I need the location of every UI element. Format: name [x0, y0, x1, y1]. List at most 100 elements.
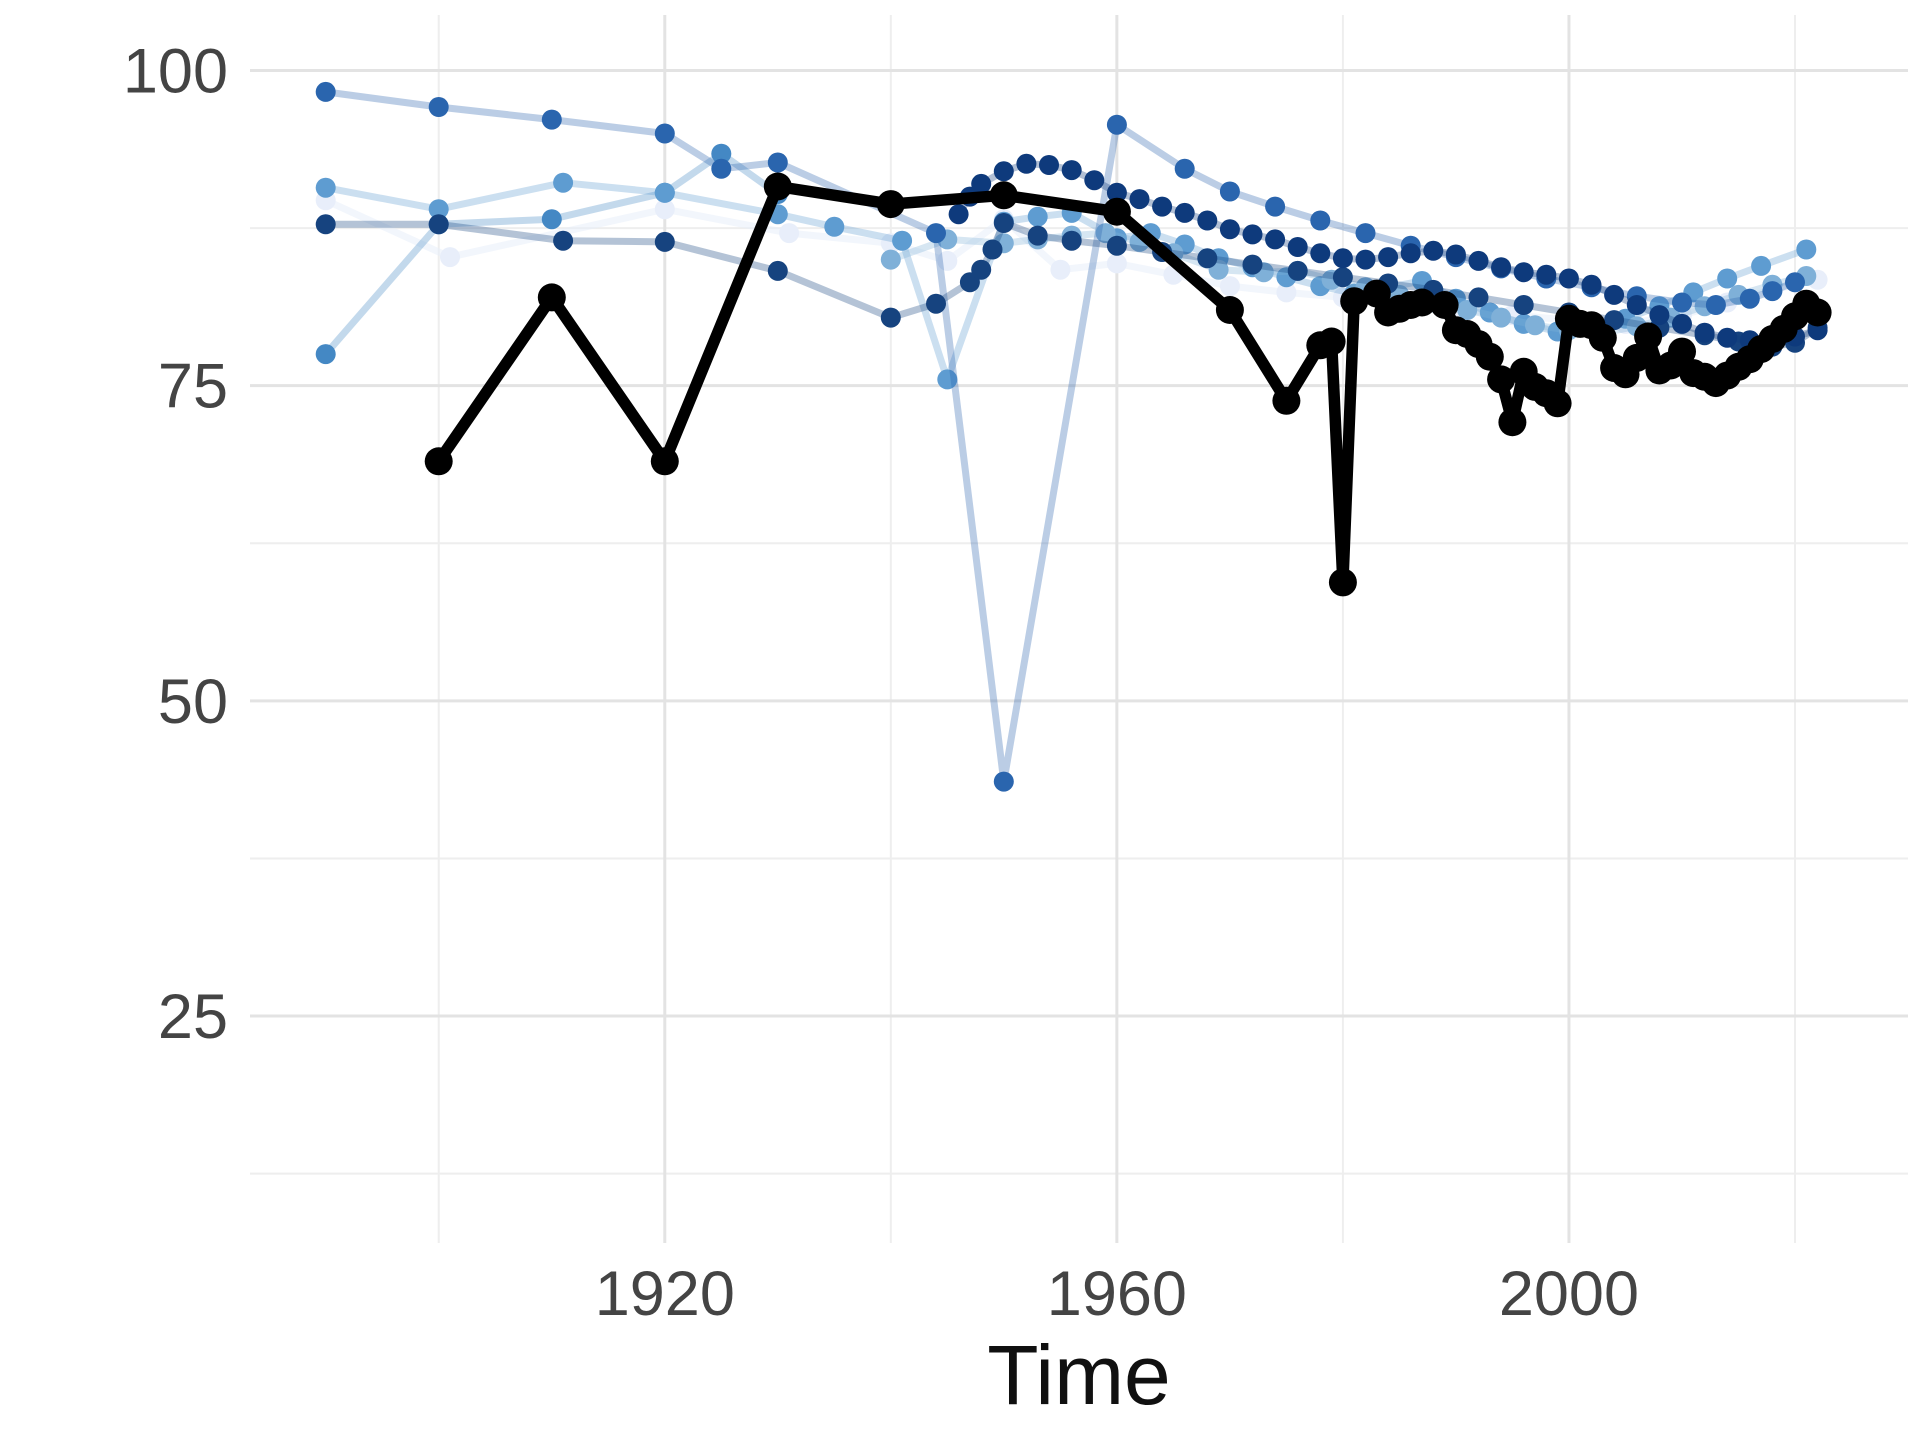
data-point-light-blue-country: [892, 230, 913, 251]
data-point-dark-navy-country-b: [1672, 313, 1692, 334]
data-point-dark-navy-country-b: [1536, 264, 1557, 285]
data-point-dark-navy-country-b: [1265, 229, 1286, 250]
data-point-medium-blue-crash-country: [1785, 272, 1805, 293]
data-point-dark-navy-country-b: [1287, 237, 1308, 257]
data-point-medium-blue-crash-country: [428, 97, 449, 117]
data-point-dark-navy-country-b: [1355, 249, 1376, 270]
data-point-highlighted-black-country: [876, 190, 905, 219]
data-point-medium-blue-crash-country: [1265, 196, 1286, 217]
data-point-dark-navy-country-b: [1423, 240, 1444, 261]
data-point-highlighted-black-country: [1498, 408, 1527, 437]
data-point-medium-blue-crash-country: [1705, 295, 1726, 315]
data-point-dark-navy-country-a: [971, 259, 992, 280]
data-point-dark-navy-country-a: [982, 239, 1003, 260]
data-point-dark-navy-country-a: [1061, 230, 1082, 251]
data-point-dark-navy-country-b: [971, 173, 992, 194]
data-point-dark-navy-country-b: [1197, 210, 1218, 231]
data-point-highlighted-black-country: [650, 447, 679, 476]
data-point-dark-navy-country-b: [1039, 155, 1059, 175]
data-point-medium-blue-crash-country: [993, 771, 1014, 792]
data-point-dark-navy-country-b: [1016, 153, 1037, 174]
data-point-highlighted-black-country: [989, 181, 1018, 210]
data-point-dark-navy-country-b: [1468, 250, 1489, 271]
data-point-light-blue-country: [1796, 239, 1817, 260]
series-line-dark-navy-country-b: [955, 160, 1822, 345]
data-point-dark-navy-country-a: [553, 230, 574, 251]
data-point-dark-navy-country-b: [1242, 224, 1263, 245]
data-point-highlighted-black-country: [1622, 343, 1651, 372]
data-point-medium-blue-crash-country: [1219, 181, 1240, 202]
data-point-lighter-blue-country: [880, 249, 901, 270]
data-point-dark-navy-country-b: [1310, 243, 1331, 264]
data-point-dark-navy-country-a: [315, 214, 336, 235]
data-point-highlighted-black-country: [763, 172, 792, 201]
data-point-highlighted-black-country: [1408, 288, 1436, 317]
data-point-light-blue-country: [428, 199, 449, 220]
data-point-medium-blue-crash-country: [1762, 281, 1783, 302]
data-point-dark-navy-country-b: [1513, 262, 1534, 283]
data-point-medium-blue-crash-country: [1174, 158, 1195, 179]
data-point-highlighted-black-country: [1543, 389, 1572, 418]
data-point-dark-navy-country-a: [1027, 225, 1048, 246]
data-point-pale-blue-country: [1276, 282, 1297, 303]
data-point-dark-navy-country-b: [1378, 247, 1399, 268]
data-point-dark-navy-country-a: [1197, 248, 1218, 269]
data-series: [315, 81, 1832, 792]
data-point-dark-navy-country-b: [993, 161, 1014, 182]
series-line-steel-blue-riser: [322, 150, 782, 358]
data-point-highlighted-black-country: [1803, 298, 1832, 327]
data-point-dark-navy-country-b: [1174, 202, 1195, 223]
data-point-medium-blue-crash-country: [1355, 223, 1376, 244]
series-highlighted-black-country: [424, 172, 1832, 597]
data-point-light-blue-country: [654, 182, 675, 203]
data-point-pale-blue-country: [937, 250, 958, 271]
data-point-dark-navy-country-b: [1152, 196, 1173, 217]
data-point-dark-navy-country-b: [1400, 243, 1421, 264]
data-point-medium-blue-crash-country: [654, 123, 675, 144]
data-point-highlighted-black-country: [1487, 365, 1516, 394]
data-point-medium-blue-crash-country: [1106, 114, 1127, 135]
data-point-pale-blue-country: [1106, 253, 1127, 274]
x-axis-title: Time: [987, 1328, 1171, 1422]
data-point-dark-navy-country-a: [1468, 287, 1489, 308]
data-point-dark-navy-country-b: [1558, 268, 1579, 289]
data-point-dark-navy-country-a: [1106, 235, 1127, 256]
data-point-dark-navy-country-b: [1491, 257, 1512, 278]
data-point-light-blue-country: [824, 216, 845, 237]
data-point-pale-blue-country: [1219, 276, 1240, 297]
data-point-medium-blue-crash-country: [711, 158, 732, 179]
data-point-dark-navy-country-a: [767, 260, 788, 281]
x-tick-label: 1920: [595, 1259, 735, 1329]
data-point-light-blue-country: [1717, 268, 1738, 289]
data-point-dark-navy-country-b: [1084, 170, 1105, 191]
x-tick-label: 1960: [1047, 1259, 1187, 1329]
data-point-dark-navy-country-a: [880, 307, 901, 328]
data-point-dark-navy-country-b: [1445, 244, 1466, 265]
data-point-dark-navy-country-a: [1287, 260, 1308, 281]
data-point-highlighted-black-country: [1317, 327, 1346, 356]
data-point-dark-navy-country-b: [1626, 295, 1647, 315]
x-axis-tick-labels: 1920 1960 2000: [595, 1259, 1639, 1329]
data-point-medium-blue-crash-country: [767, 152, 788, 173]
data-point-dark-navy-country-a: [1604, 310, 1625, 331]
data-point-highlighted-black-country: [1102, 197, 1131, 226]
data-point-light-blue-country: [937, 369, 958, 390]
data-point-dark-navy-country-b: [1129, 189, 1150, 210]
data-point-dark-navy-country-a: [1513, 295, 1534, 315]
data-point-dark-navy-country-a: [1332, 267, 1353, 288]
data-point-dark-navy-country-b: [948, 204, 969, 225]
data-point-dark-navy-country-a: [993, 213, 1014, 233]
data-point-highlighted-black-country: [1430, 291, 1459, 319]
data-point-dark-navy-country-b: [1717, 327, 1738, 348]
data-point-pale-blue-country: [1050, 259, 1071, 280]
data-point-medium-blue-crash-country: [1672, 292, 1692, 313]
data-point-highlighted-black-country: [537, 283, 566, 312]
data-point-highlighted-black-country: [1340, 287, 1369, 316]
data-point-dark-navy-country-a: [654, 231, 675, 252]
data-point-lighter-blue-country: [1491, 307, 1512, 328]
data-point-dark-navy-country-a: [1242, 254, 1263, 275]
x-tick-label: 2000: [1499, 1259, 1639, 1329]
data-point-dark-navy-country-b: [1106, 182, 1127, 203]
data-point-dark-navy-country-b: [1581, 274, 1602, 295]
